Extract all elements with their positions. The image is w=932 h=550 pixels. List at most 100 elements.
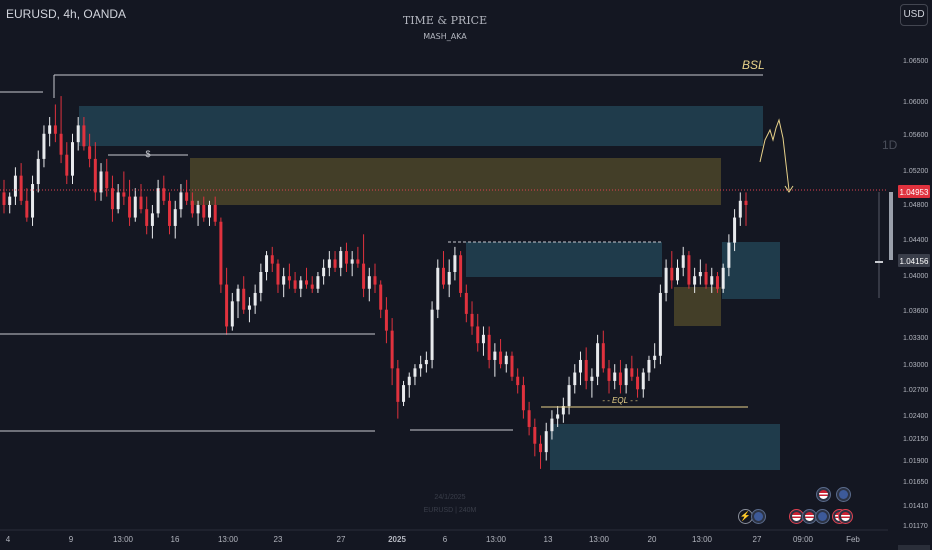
candle-body [310, 284, 314, 289]
range-indicator [889, 192, 893, 260]
candle-body [464, 292, 468, 314]
price-tick: 1.03300 [903, 335, 928, 342]
candle-body [190, 200, 194, 214]
candle-body [527, 410, 531, 427]
candle-body [253, 292, 257, 306]
candle-body [744, 200, 748, 205]
candle [356, 246, 360, 268]
candle-body [641, 372, 645, 390]
candle-body [76, 125, 80, 143]
candle [578, 351, 582, 386]
candle [613, 364, 617, 390]
candle-body [116, 192, 120, 210]
candle [727, 234, 731, 277]
watermark-title: TIME & PRICE [402, 14, 488, 27]
candle [293, 272, 297, 293]
watermark-author: MASH_AKA [423, 32, 467, 41]
time-tick: 2025 [388, 535, 406, 544]
candle-body [384, 309, 388, 331]
candle [676, 259, 680, 285]
candle [2, 179, 6, 214]
candle [122, 171, 126, 205]
candle-body [556, 414, 560, 419]
candle-body [647, 359, 651, 373]
eu-event-icon[interactable] [836, 487, 851, 502]
candle [653, 343, 657, 369]
flag-icon [818, 512, 827, 521]
candle-body [110, 188, 114, 210]
candle [128, 179, 132, 226]
candle [710, 267, 714, 293]
candle-body [36, 158, 40, 185]
candle [48, 117, 52, 147]
flag-icon [805, 512, 814, 521]
candle [59, 96, 63, 164]
last-price-value: 1.04953 [900, 188, 929, 197]
candle [305, 267, 309, 289]
candle [556, 406, 560, 427]
candle-body [168, 200, 172, 226]
candle-body [453, 255, 457, 273]
candle-body [2, 192, 6, 205]
candle [733, 209, 737, 252]
flag-icon [819, 490, 828, 499]
candle-body [344, 251, 348, 264]
candle-body [670, 267, 674, 281]
candle [664, 259, 668, 302]
candle-body [596, 343, 600, 377]
eu-event-icon[interactable] [751, 509, 766, 524]
range-marker [875, 261, 883, 263]
candle-body [590, 376, 594, 381]
candle [247, 297, 251, 323]
candle-body [88, 146, 92, 159]
candle [618, 359, 622, 394]
us-event-icon[interactable] [816, 487, 831, 502]
eu-event-icon[interactable] [815, 509, 830, 524]
candle [225, 267, 229, 335]
candle-body [105, 171, 109, 189]
symbol-title[interactable]: EURUSD, 4h, OANDA [6, 7, 127, 21]
time-tick: 27 [337, 535, 346, 544]
candle-body [510, 355, 514, 377]
us-event-icon[interactable] [838, 509, 853, 524]
candle [624, 364, 628, 394]
candle [447, 259, 451, 298]
price-axis: 1.06500 1.06000 1.05600 1.05200 1.04800 1.044… [903, 58, 928, 530]
time-tick: 13:00 [486, 535, 507, 544]
candle [738, 192, 742, 226]
time-tick: 13:00 [692, 535, 713, 544]
candle [561, 397, 565, 423]
time-tick: 23 [274, 535, 283, 544]
prev-close-badge [898, 254, 930, 267]
candle [8, 192, 12, 214]
price-tick: 1.01900 [903, 458, 928, 465]
candle [476, 313, 480, 352]
candle-body [578, 359, 582, 373]
candle-body [99, 171, 103, 193]
us-event-icon[interactable] [789, 509, 804, 524]
candle [367, 267, 371, 302]
candle [596, 334, 600, 386]
candle [339, 246, 343, 277]
price-tick: 1.04000 [903, 273, 928, 280]
candle [270, 246, 274, 273]
candle [310, 276, 314, 293]
candle [350, 251, 354, 277]
premium-zone [190, 158, 721, 205]
candle-body [379, 284, 383, 310]
candle [681, 246, 685, 277]
time-tick: Feb [846, 535, 860, 544]
candle [573, 364, 577, 394]
time-tick: 13:00 [589, 535, 610, 544]
flag-icon [841, 512, 850, 521]
candle-body [499, 351, 503, 365]
candle [13, 167, 17, 205]
candle-body [687, 255, 691, 285]
candle [641, 368, 645, 398]
candle [145, 196, 149, 235]
candle [487, 326, 491, 369]
candle [636, 368, 640, 398]
currency-button[interactable]: USD [900, 4, 928, 26]
price-tick: 1.04400 [903, 237, 928, 244]
